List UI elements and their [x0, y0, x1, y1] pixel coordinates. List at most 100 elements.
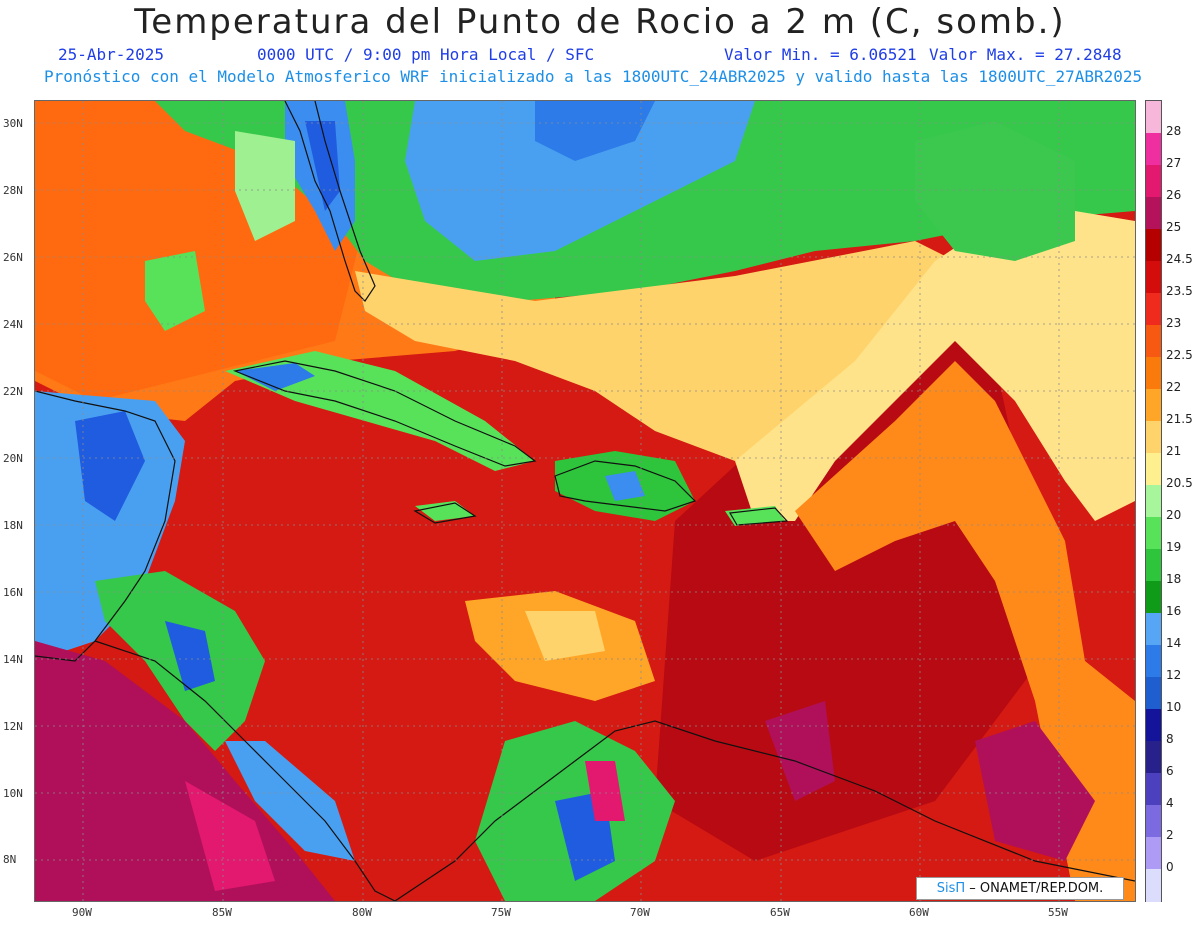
atlantic-deep-blue [535, 101, 655, 161]
pale-green-patch [235, 131, 295, 241]
costa-rica-blue [225, 741, 355, 861]
colorbar-label: 22.5 [1166, 348, 1193, 362]
lat-label: 20N [3, 452, 23, 465]
central-yellow-patch [525, 611, 605, 661]
east-magenta-patch [975, 721, 1095, 861]
lat-label: 28N [3, 184, 23, 197]
lon-label: 60W [909, 906, 929, 919]
colorbar-segment [1146, 613, 1161, 646]
colorbar-segment [1146, 101, 1161, 134]
yucatan-deep-blue [75, 411, 145, 521]
lat-label: 8N [3, 853, 17, 866]
lat-label: 18N [3, 519, 23, 532]
lat-label: 30N [3, 117, 23, 130]
northeast-yellow-band [735, 211, 1135, 521]
colorbar-segment [1146, 837, 1161, 870]
colorbar-segment [1146, 325, 1161, 358]
colorbar-label: 26 [1166, 188, 1182, 202]
lat-label: 10N [3, 787, 23, 800]
colorbar-label: 14 [1166, 636, 1182, 650]
colorbar-label: 25 [1166, 220, 1182, 234]
colorbar-segment [1146, 357, 1161, 390]
colorbar-label: 10 [1166, 700, 1182, 714]
lat-label: 14N [3, 653, 23, 666]
colorbar-segment [1146, 869, 1161, 902]
colorbar-label: 20.5 [1166, 476, 1193, 490]
min-value: Valor Min. = 6.06521 [724, 45, 917, 64]
colorbar-label: 8 [1166, 732, 1174, 746]
lat-label: 12N [3, 720, 23, 733]
sis-logo-text: SisΠ [936, 881, 966, 896]
atlantic-blue-zone [405, 101, 755, 261]
gridlines [35, 101, 1135, 901]
colorbar-label: 18 [1166, 572, 1182, 586]
colorbar-segment [1146, 517, 1161, 550]
yellow-band [355, 241, 975, 461]
credit-box: SisΠ – ONAMET/REP.DOM. [916, 877, 1124, 900]
colorbar-segment [1146, 741, 1161, 774]
colorbar-label: 28 [1166, 124, 1182, 138]
colorbar-label: 22 [1166, 380, 1182, 394]
colorbar-label: 4 [1166, 796, 1174, 810]
colorbar-segment [1146, 133, 1161, 166]
hispaniola-blue [605, 471, 645, 501]
colorbar-segment [1146, 421, 1161, 454]
credit-org: – ONAMET/REP.DOM. [969, 881, 1104, 896]
maracaibo-pink [585, 761, 625, 821]
coastlines [35, 101, 1135, 901]
colorbar-label: 24.5 [1166, 252, 1193, 266]
date-label: 25-Abr-2025 [58, 45, 164, 64]
colorbar-segment [1146, 229, 1161, 262]
colorbar-segment [1146, 165, 1161, 198]
colorbar-label: 2 [1166, 828, 1174, 842]
colorbar-label: 0 [1166, 860, 1174, 874]
colorbar-label: 21 [1166, 444, 1182, 458]
colorbar-segment [1146, 453, 1161, 486]
colorbar-segment [1146, 773, 1161, 806]
colorbar-segment [1146, 485, 1161, 518]
colorbar-segment [1146, 261, 1161, 294]
colorbar-segment [1146, 677, 1161, 710]
cuba-blue-patch [235, 363, 315, 391]
lat-label: 16N [3, 586, 23, 599]
cuba-green [225, 351, 535, 471]
max-value: Valor Max. = 27.2848 [929, 45, 1122, 64]
magenta-patch-east [765, 701, 835, 801]
lat-label: 22N [3, 385, 23, 398]
florida-deep-blue [305, 121, 340, 211]
lon-label: 75W [491, 906, 511, 919]
dewpoint-colorbar [1145, 100, 1162, 902]
colorbar-segment [1146, 805, 1161, 838]
colorbar-segment [1146, 549, 1161, 582]
lon-label: 90W [72, 906, 92, 919]
colorbar-label: 27 [1166, 156, 1182, 170]
lat-label: 26N [3, 251, 23, 264]
puerto-rico-green [725, 506, 785, 526]
lat-label: 24N [3, 318, 23, 331]
map-title: Temperatura del Punto de Rocio a 2 m (C,… [134, 2, 1066, 42]
colorbar-label: 21.5 [1166, 412, 1193, 426]
lon-label: 65W [770, 906, 790, 919]
colorbar-segment [1146, 709, 1161, 742]
pacific-pink-patch [185, 781, 275, 891]
colorbar-segment [1146, 293, 1161, 326]
colorbar-segment [1146, 581, 1161, 614]
lon-label: 85W [212, 906, 232, 919]
colorbar-label: 6 [1166, 764, 1174, 778]
colorbar-label: 23 [1166, 316, 1182, 330]
lon-label: 70W [630, 906, 650, 919]
colorbar-label: 23.5 [1166, 284, 1193, 298]
colorbar-segment [1146, 197, 1161, 230]
colorbar-label: 12 [1166, 668, 1182, 682]
honduras-deep-blue [165, 621, 215, 691]
time-label: 0000 UTC / 9:00 pm Hora Local / SFC [257, 45, 595, 64]
dewpoint-map [34, 100, 1136, 902]
lon-label: 55W [1048, 906, 1068, 919]
yucatan-blue-zone [35, 391, 185, 661]
northeast-green-patch [915, 121, 1075, 261]
colorbar-label: 16 [1166, 604, 1182, 618]
colorbar-label: 19 [1166, 540, 1182, 554]
colorbar-segment [1146, 389, 1161, 422]
colorbar-segment [1146, 645, 1161, 678]
forecast-info: Pronóstico con el Modelo Atmosferico WRF… [44, 67, 1143, 86]
